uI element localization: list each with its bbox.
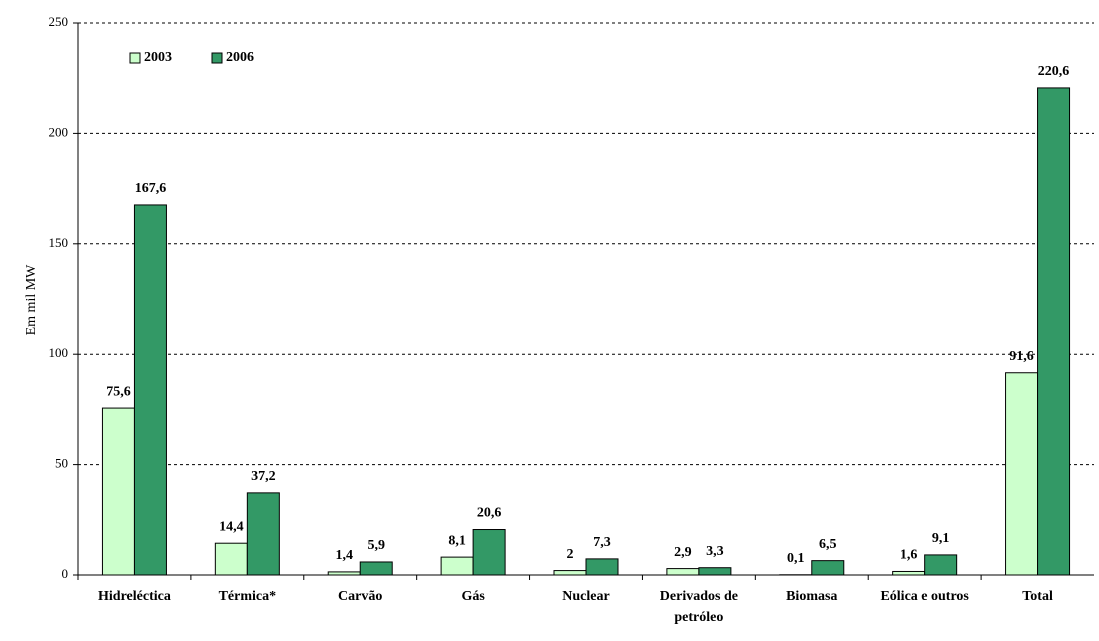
y-tick-label: 250: [49, 14, 69, 29]
bar: [553, 570, 587, 576]
value-label: 1,6: [900, 548, 918, 563]
value-label: 8,1: [448, 533, 466, 548]
value-label: 3,3: [706, 544, 724, 559]
bar: [214, 542, 248, 576]
legend-swatch: [211, 52, 223, 64]
bar: [246, 492, 280, 576]
x-tick-label: Biomasa: [786, 589, 838, 604]
value-label: 91,6: [1009, 349, 1034, 364]
bar: [1037, 87, 1071, 576]
x-tick-label: Nuclear: [562, 589, 610, 604]
bar: [811, 560, 845, 576]
value-label: 75,6: [106, 384, 131, 399]
value-label: 5,9: [367, 538, 385, 553]
value-label: 1,4: [335, 548, 353, 563]
value-label: 2: [567, 547, 574, 562]
bar: [133, 204, 167, 576]
bar: [472, 529, 506, 576]
bar: [440, 556, 474, 576]
x-tick-label: Eólica e outros: [880, 589, 969, 604]
y-tick-label: 100: [49, 345, 69, 360]
x-tick-label: Total: [1022, 589, 1053, 604]
x-tick-label: Térmica*: [218, 589, 277, 604]
value-label: 7,3: [593, 535, 611, 550]
legend-label: 2003: [144, 50, 172, 65]
legend-swatch: [129, 52, 141, 64]
bar: [585, 558, 619, 576]
value-label: 0,1: [787, 551, 805, 566]
bar: [892, 570, 926, 576]
value-label: 2,9: [674, 545, 692, 560]
value-label: 9,1: [932, 531, 950, 546]
bar: [666, 568, 700, 576]
x-tick-label: Derivados de petróleo: [659, 589, 738, 625]
y-tick-label: 50: [55, 456, 68, 471]
bar: [1005, 372, 1039, 576]
value-label: 6,5: [819, 537, 837, 552]
x-tick-label: Hidreléctica: [98, 589, 171, 604]
value-label: 37,2: [251, 469, 276, 484]
value-label: 167,6: [135, 181, 167, 196]
y-tick-label: 150: [49, 235, 69, 250]
bar: [327, 571, 361, 576]
y-axis-label: Em mil MW: [24, 264, 39, 336]
y-tick-label: 0: [62, 566, 69, 581]
x-tick-label: Carvão: [338, 589, 383, 604]
value-label: 220,6: [1038, 64, 1070, 79]
value-label: 20,6: [477, 506, 502, 521]
bar: [924, 554, 958, 576]
bar: [359, 561, 393, 576]
bar: [101, 407, 135, 576]
value-label: 14,4: [219, 519, 244, 534]
legend-label: 2006: [226, 50, 254, 65]
y-tick-label: 200: [49, 124, 69, 139]
x-tick-label: Gás: [461, 589, 485, 604]
bar: [698, 567, 732, 576]
